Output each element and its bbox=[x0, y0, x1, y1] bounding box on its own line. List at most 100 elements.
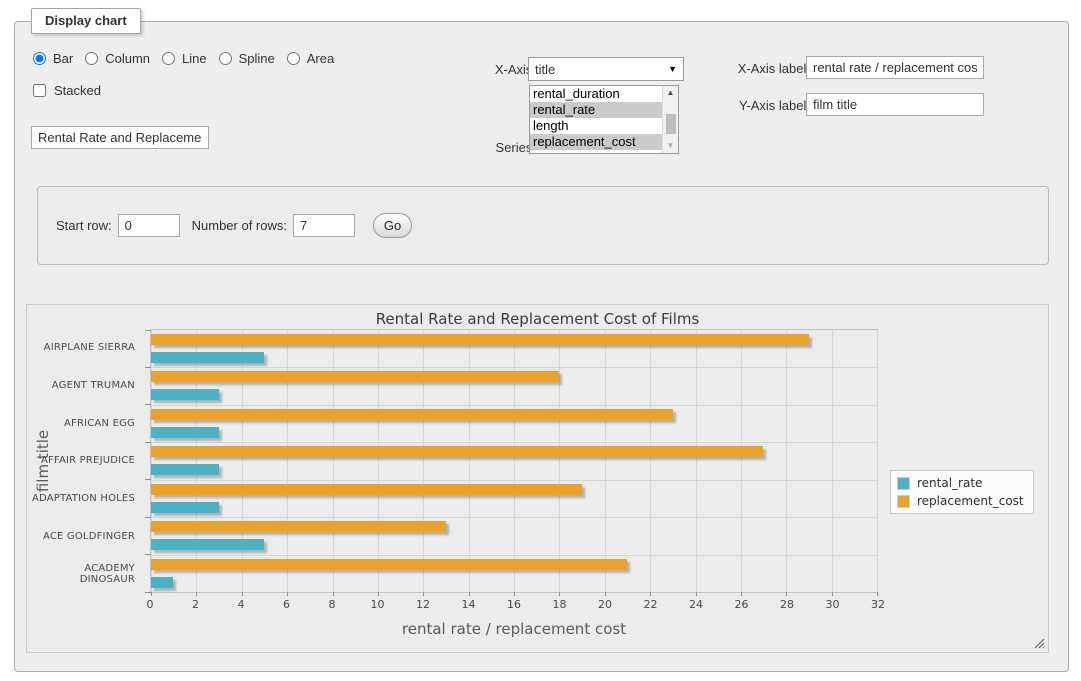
rows-panel: Start row: Number of rows: Go bbox=[37, 186, 1049, 265]
series-listbox[interactable]: rental_durationrental_ratelengthreplacem… bbox=[529, 85, 679, 154]
chart-type-radio-group: Bar Column Line Spline Area bbox=[33, 51, 342, 66]
x-tick-mark bbox=[333, 592, 334, 596]
chart-title-input[interactable] bbox=[31, 126, 209, 149]
fieldset-legend: Display chart bbox=[31, 8, 141, 34]
chart-type-radio-column[interactable] bbox=[85, 52, 98, 65]
x-tick-label: 28 bbox=[780, 598, 794, 611]
series-listbox-label: Series: bbox=[445, 140, 536, 155]
x-axis-label-input[interactable] bbox=[806, 56, 984, 79]
x-axis-select[interactable]: title ▼ bbox=[528, 57, 684, 81]
x-tick-mark bbox=[741, 592, 742, 596]
num-rows-label: Number of rows: bbox=[192, 218, 287, 233]
series-option-length[interactable]: length bbox=[530, 118, 662, 134]
x-tick-mark bbox=[287, 592, 288, 596]
category-label: AIRPLANE SIERRA bbox=[27, 329, 135, 367]
resize-handle-icon[interactable] bbox=[1034, 638, 1045, 649]
x-tick-mark bbox=[650, 592, 651, 596]
chart-legend: rental_rate replacement_cost bbox=[890, 470, 1034, 514]
series-option-replacement_cost[interactable]: replacement_cost bbox=[530, 134, 662, 150]
bar-replacement_cost bbox=[151, 559, 627, 570]
x-axis-label-label: X-Axis label: bbox=[675, 61, 810, 76]
chart-type-radio-spline[interactable] bbox=[219, 52, 232, 65]
category-label: AFRICAN EGG bbox=[27, 404, 135, 442]
legend-row-rental_rate: rental_rate bbox=[897, 476, 1024, 490]
x-tick-label: 26 bbox=[735, 598, 749, 611]
legend-label-replacement_cost: replacement_cost bbox=[917, 494, 1024, 508]
bar-group-ace-goldfinger bbox=[151, 517, 877, 554]
display-chart-fieldset: Display chart BarColumnLineSplineArea St… bbox=[14, 21, 1069, 672]
scrollbar-thumb[interactable] bbox=[666, 114, 676, 134]
listbox-scrollbar[interactable]: ▲ ▼ bbox=[662, 86, 678, 153]
bar-replacement_cost bbox=[151, 409, 673, 420]
bar-group-agent-truman bbox=[151, 367, 877, 404]
category-label: AFFAIR PREJUDICE bbox=[27, 442, 135, 480]
legend-label-rental_rate: rental_rate bbox=[917, 476, 982, 490]
chart-type-radio-area[interactable] bbox=[287, 52, 300, 65]
go-button[interactable]: Go bbox=[373, 213, 412, 238]
num-rows-input[interactable] bbox=[293, 214, 355, 237]
bar-replacement_cost bbox=[151, 334, 809, 345]
x-axis-selected-value: title bbox=[535, 62, 555, 77]
legend-swatch-replacement_cost bbox=[897, 495, 910, 508]
bar-rental_rate bbox=[151, 577, 173, 588]
x-tick-mark bbox=[242, 592, 243, 596]
x-tick-label: 14 bbox=[462, 598, 476, 611]
legend-swatch-rental_rate bbox=[897, 477, 910, 490]
chart-title: Rental Rate and Replacement Cost of Film… bbox=[27, 310, 1048, 328]
bar-rental_rate bbox=[151, 539, 264, 550]
stacked-row: Stacked bbox=[33, 83, 101, 98]
bar-rental_rate bbox=[151, 427, 219, 438]
chart-type-label-spline: Spline bbox=[239, 51, 275, 66]
x-tick-label: 0 bbox=[147, 598, 154, 611]
x-tick-label: 20 bbox=[598, 598, 612, 611]
chart-type-label-line: Line bbox=[182, 51, 207, 66]
chart-type-label-bar: Bar bbox=[53, 51, 73, 66]
bar-rental_rate bbox=[151, 352, 264, 363]
bar-group-african-egg bbox=[151, 405, 877, 442]
category-label: ADAPTATION HOLES bbox=[27, 480, 135, 518]
bar-rental_rate bbox=[151, 502, 219, 513]
chart-type-radio-line[interactable] bbox=[162, 52, 175, 65]
start-row-input[interactable] bbox=[118, 214, 180, 237]
x-tick-mark bbox=[423, 592, 424, 596]
x-tick-mark bbox=[559, 592, 560, 596]
scroll-down-icon[interactable]: ▼ bbox=[663, 139, 678, 153]
series-options: rental_durationrental_ratelengthreplacem… bbox=[530, 86, 662, 153]
x-tick-label: 2 bbox=[192, 598, 199, 611]
x-tick-mark bbox=[786, 592, 787, 596]
legend-row-replacement_cost: replacement_cost bbox=[897, 494, 1024, 508]
stacked-checkbox[interactable] bbox=[33, 84, 46, 97]
category-label: AGENT TRUMAN bbox=[27, 367, 135, 405]
x-axis-select-label: X-Axis: bbox=[445, 62, 536, 77]
x-tick-label: 30 bbox=[826, 598, 840, 611]
x-tick-mark bbox=[469, 592, 470, 596]
chart-container: Rental Rate and Replacement Cost of Film… bbox=[26, 304, 1049, 653]
x-tick-label: 16 bbox=[507, 598, 521, 611]
x-tick-label: 18 bbox=[553, 598, 567, 611]
bar-group-academy-dinosaur bbox=[151, 555, 877, 592]
x-tick-label: 4 bbox=[238, 598, 245, 611]
bar-replacement_cost bbox=[151, 446, 763, 457]
chart-type-label-column: Column bbox=[105, 51, 150, 66]
series-option-rental_rate[interactable]: rental_rate bbox=[530, 102, 662, 118]
series-option-rental_duration[interactable]: rental_duration bbox=[530, 86, 662, 102]
bar-group-affair-prejudice bbox=[151, 442, 877, 479]
bar-replacement_cost bbox=[151, 371, 559, 382]
plot-area bbox=[150, 329, 878, 593]
x-axis-title: rental rate / replacement cost bbox=[150, 620, 878, 638]
x-tick-label: 22 bbox=[644, 598, 658, 611]
category-label: ACADEMY DINOSAUR bbox=[27, 555, 135, 593]
x-tick-mark bbox=[514, 592, 515, 596]
bar-group-adaptation-holes bbox=[151, 480, 877, 517]
bar-rental_rate bbox=[151, 389, 219, 400]
gridline-vertical bbox=[877, 330, 878, 592]
start-row-label: Start row: bbox=[56, 218, 112, 233]
x-tick-mark bbox=[196, 592, 197, 596]
chart-type-label-area: Area bbox=[307, 51, 334, 66]
stacked-label: Stacked bbox=[54, 83, 101, 98]
chart-type-radio-bar[interactable] bbox=[33, 52, 46, 65]
y-axis-label-input[interactable] bbox=[806, 93, 984, 116]
x-tick-mark bbox=[696, 592, 697, 596]
bar-replacement_cost bbox=[151, 521, 446, 532]
y-axis-label-label: Y-Axis label: bbox=[675, 98, 810, 113]
